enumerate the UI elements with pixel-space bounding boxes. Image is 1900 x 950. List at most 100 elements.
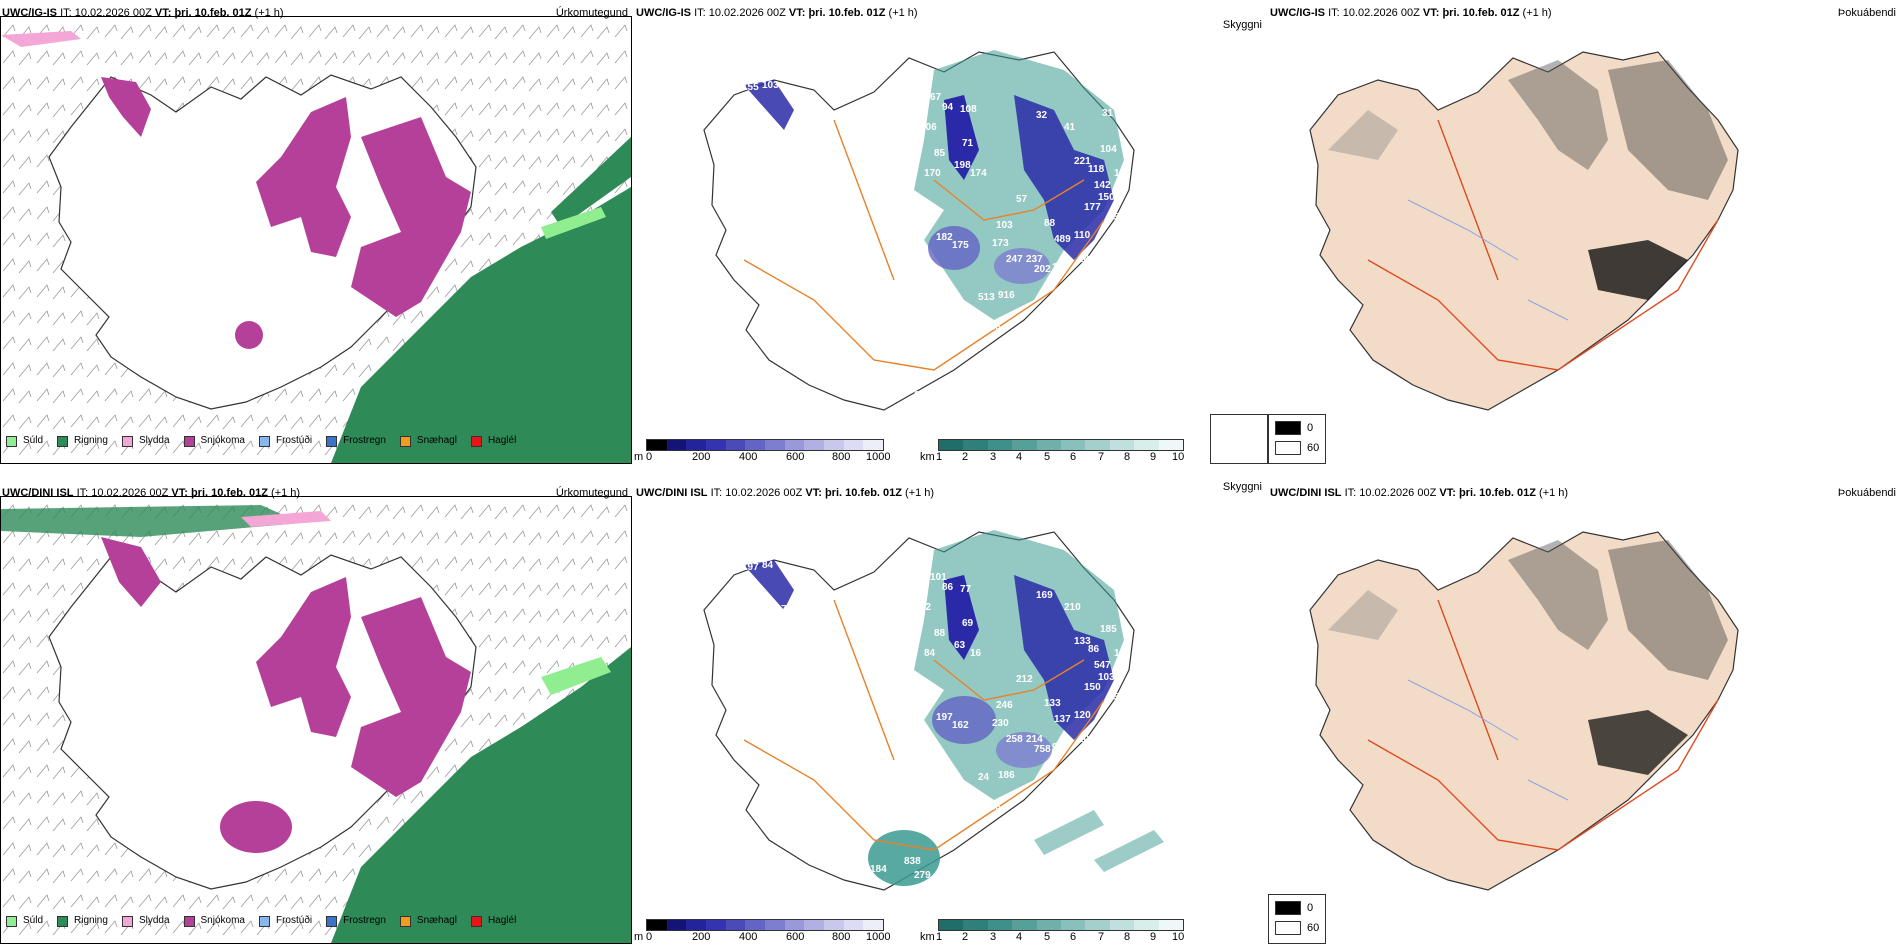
colorbar-swatch [1109, 440, 1135, 450]
visibility-label: 84 [924, 648, 936, 659]
visibility-label: 202 [1034, 264, 1051, 275]
precip-map-frame [0, 16, 632, 464]
visibility-label: 246 [996, 700, 1013, 711]
visibility-label: 93 [834, 694, 846, 705]
visibility-label: 169 [1036, 590, 1053, 601]
visibility-label: 133 [1074, 636, 1091, 647]
colorbar-blocks [938, 919, 1184, 931]
visibility-label: 155 [742, 82, 759, 93]
colorbar-swatch [1012, 920, 1037, 930]
visibility-label: 88 [934, 628, 946, 639]
visibility-label: 67 [930, 92, 942, 103]
visibility-label: 210 [1064, 602, 1081, 613]
visibility-label: 98 [834, 214, 846, 225]
visibility-label: 107 [770, 604, 787, 615]
visibility-label: 32 [1036, 110, 1048, 121]
visibility-label: 279 [914, 870, 931, 881]
colorbar-swatch [1060, 440, 1086, 450]
visibility-label: 122 [764, 152, 781, 163]
visibility-label: 157 [1052, 262, 1069, 273]
colorbar-swatch [1134, 440, 1159, 450]
visibility-label: 94 [942, 102, 954, 113]
visibility-label: 230 [992, 718, 1009, 729]
visibility-label: 150 [1108, 212, 1125, 223]
visibility-label: 258 [1006, 734, 1023, 745]
visibility-label: 45 [734, 112, 746, 123]
visibility-label: 86 [942, 582, 954, 593]
colorbar-swatch [987, 440, 1013, 450]
colorbar-swatch [784, 440, 805, 450]
colorbar-swatch [963, 440, 988, 450]
visibility-label: 71 [962, 138, 974, 149]
panel-title: Skyggni [1222, 481, 1262, 493]
visibility-label: 336 [984, 802, 1001, 813]
visibility-label: 170 [924, 168, 941, 179]
visibility-label: 69 [962, 618, 974, 629]
panel-title: Skyggni [1222, 19, 1262, 31]
visibility-label: 31 [1102, 108, 1114, 119]
visibility-label: 281 [904, 376, 921, 387]
panel-header: UWC/IG-IS IT: 10.02.2026 00Z VT: þri. 10… [1270, 7, 1896, 19]
visibility-label: 120 [1074, 710, 1091, 721]
visibility-label: 142 [1094, 180, 1111, 191]
colorbar-swatch [939, 920, 964, 930]
colorbar-swatch [647, 440, 667, 450]
visibility-label: 58 [746, 188, 758, 199]
visibility-label: 110 [1074, 230, 1091, 241]
colorbar-swatch [725, 920, 746, 930]
legend-item: Snjókoma [183, 910, 245, 932]
legend-item: Slydda [121, 910, 170, 932]
visibility-label: 601 [880, 224, 897, 235]
visibility-label: 82 [746, 668, 758, 679]
visibility-label: 133 [1044, 698, 1061, 709]
colorbar-swatch [1085, 920, 1110, 930]
legend-item: Slydda [121, 430, 170, 452]
visibility-colorbar: km 1 2 3 4 5 6 7 8 9 10 [920, 437, 1192, 463]
fog-index-map [1309, 531, 1739, 891]
colorbar-swatch [1085, 440, 1110, 450]
visibility-label: 104 [822, 230, 839, 241]
visibility-label: 185 [1100, 624, 1117, 635]
visibility-label: 105 [718, 206, 735, 217]
visibility-label: 77 [960, 584, 972, 595]
visibility-label: 25 [1108, 692, 1120, 703]
visibility-label: 103 [996, 220, 1013, 231]
colorbar-swatch [666, 920, 687, 930]
visibility-label: 237 [1026, 254, 1043, 265]
visibility-label: 145 [1106, 240, 1123, 251]
fog-index-panel-row2: 0 60 UWC/DINI ISL IT: 10.02.2026 00Z VT:… [1268, 480, 1900, 950]
legend-item: Snæhagl [399, 910, 457, 932]
colorbar-swatch [1158, 440, 1183, 450]
colorbar-swatch [863, 920, 883, 930]
visibility-label: 115 [914, 390, 931, 401]
panel-title: Þokuábendi [1837, 487, 1896, 499]
visibility-label: 150 [1084, 682, 1101, 693]
precip-type-panel-row2: UWC/DINI ISL IT: 10.02.2026 00Z VT: þri.… [0, 480, 634, 950]
visibility-label: 182 [936, 232, 953, 243]
visibility-label: 513 [978, 292, 995, 303]
colorbar-swatch [745, 920, 765, 930]
visibility-label: 927 [1052, 742, 1069, 753]
visibility-label: 107 [1078, 734, 1095, 745]
panel-title: Þokuábendi [1837, 7, 1896, 19]
visibility-label: 186 [998, 770, 1015, 781]
fog-index-panel-row1: 0 60 UWC/IG-IS IT: 10.02.2026 00Z VT: þr… [1268, 0, 1900, 470]
visibility-label: 162 [952, 720, 969, 731]
colorbar-swatch [784, 920, 805, 930]
visibility-label: 177 [1084, 202, 1101, 213]
colorbar-blocks [646, 919, 884, 931]
legend-item: Súld [6, 910, 43, 932]
colorbar-swatch [823, 920, 844, 930]
colorbar-blocks [938, 439, 1184, 451]
visibility-label: 578 [822, 710, 839, 721]
precip-map-frame [0, 496, 632, 944]
visibility-label: 212 [1016, 674, 1033, 685]
visibility-label: 88 [1044, 218, 1056, 229]
colorbar-swatch [987, 920, 1013, 930]
visibility-label: 247 [1006, 254, 1023, 265]
legend-item: Frostregn [326, 910, 386, 932]
visibility-label: 72 [920, 602, 932, 613]
panel-header: UWC/DINI ISL IT: 10.02.2026 00Z VT: þri.… [636, 481, 1262, 499]
